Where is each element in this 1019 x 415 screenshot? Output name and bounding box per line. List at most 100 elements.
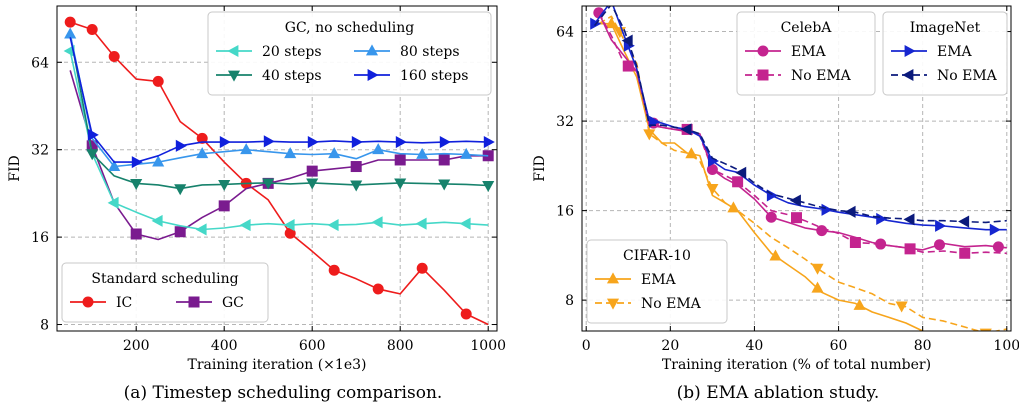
marker-cifar_ema (811, 281, 824, 293)
legend-marker (606, 272, 620, 284)
marker-s160 (439, 136, 451, 149)
legend-marker (365, 44, 379, 56)
marker-s80 (196, 147, 209, 159)
marker-s20 (371, 216, 383, 229)
marker-s80 (152, 155, 165, 167)
caption-a: (a) Timestep scheduling comparison. (123, 383, 443, 403)
marker-cifar_noema (706, 184, 719, 196)
marker-cifar_ema (769, 249, 782, 261)
marker-s40 (306, 178, 319, 190)
marker-s160 (219, 136, 231, 149)
marker-imnet_noema (680, 123, 692, 136)
marker-celeb_ema (816, 225, 828, 237)
marker-celeb_noema (791, 212, 802, 224)
marker-celeb_ema (934, 239, 945, 251)
marker-ic (328, 264, 340, 276)
series-line-cifar_noema (598, 15, 1007, 331)
legend-marker (188, 296, 200, 308)
marker-s160 (483, 136, 495, 149)
marker-imnet_noema (958, 215, 970, 228)
series-line-s80 (69, 33, 489, 168)
marker-cifar_noema (979, 328, 992, 331)
marker-imnet_noema (903, 213, 915, 226)
marker-s160 (87, 128, 99, 141)
marker-gc (350, 161, 362, 173)
marker-imnet_noema (789, 194, 801, 207)
marker-s40 (174, 184, 187, 196)
marker-s40 (394, 178, 407, 190)
marker-s40 (218, 180, 231, 192)
marker-s80 (460, 147, 473, 159)
x-axis-label: Training iteration (×1e3) (188, 357, 367, 373)
marker-cifar_noema (811, 263, 824, 275)
legend-1: ImageNet EMA No EMA (882, 11, 1008, 96)
marker-gc (130, 228, 142, 240)
legend-title: CelebA (781, 20, 833, 36)
marker-s160 (175, 139, 187, 152)
legend-label: EMA (641, 272, 677, 288)
legend-marker (367, 68, 379, 82)
marker-s80 (416, 147, 429, 159)
legend-1: Standard scheduling IC GC (61, 262, 269, 323)
marker-imnet_noema (844, 205, 856, 218)
marker-s160 (307, 136, 319, 149)
legend-title: ImageNet (910, 20, 981, 36)
legend-2: CIFAR-10 EMA No EMA (586, 239, 728, 324)
x-tick-label: 100 (993, 338, 1019, 354)
x-tick-label: 40 (746, 338, 764, 354)
marker-celeb_noema (732, 176, 744, 188)
y-tick-label: 16 (31, 230, 49, 246)
marker-s20 (415, 217, 427, 230)
marker-s40 (130, 178, 143, 190)
marker-s40 (86, 149, 99, 161)
y-tick-label: 16 (556, 204, 574, 220)
marker-ic (152, 75, 164, 87)
x-tick-label: 80 (914, 338, 932, 354)
marker-s160 (395, 136, 407, 149)
series-group (590, 6, 1007, 331)
legend-marker (902, 68, 914, 82)
marker-s80 (284, 147, 297, 159)
x-tick-label: 1000 (470, 338, 506, 354)
marker-celeb_noema (622, 60, 634, 72)
legend-marker (227, 70, 241, 82)
legend-box (61, 262, 269, 323)
x-tick-label: 20 (661, 338, 679, 354)
marker-imnet_ema (821, 203, 833, 216)
marker-celeb_noema (904, 243, 916, 255)
legend-label: EMA (937, 44, 973, 60)
marker-s20 (151, 214, 163, 227)
marker-imnet_ema (766, 189, 778, 202)
marker-imnet_noema (621, 34, 633, 47)
marker-s20 (283, 219, 295, 232)
series-line-celeb_noema (598, 12, 1007, 255)
chart-1: 0 20 40 60 80 100 8 16 32 64 Training iteration (%… (532, 5, 1019, 373)
marker-celeb_noema (849, 236, 861, 248)
legend-marker (227, 44, 239, 58)
marker-s80 (108, 159, 121, 171)
legend-label: EMA (791, 44, 827, 60)
marker-cifar_ema (853, 298, 866, 310)
legend-label: 160 steps (400, 68, 468, 84)
y-axis-label: FID (532, 155, 548, 181)
y-tick-label: 32 (31, 143, 49, 159)
legend-label: IC (116, 295, 132, 311)
marker-s80 (328, 147, 341, 159)
marker-imnet_ema (989, 223, 1001, 236)
legend-marker (757, 69, 769, 81)
marker-ic (86, 23, 98, 35)
legend-marker (82, 296, 94, 308)
marker-s40 (350, 180, 363, 192)
marker-s80 (240, 143, 253, 155)
legend-title: CIFAR-10 (623, 248, 691, 264)
y-tick-label: 8 (40, 318, 49, 334)
marker-s40 (262, 178, 275, 190)
marker-s20 (459, 217, 471, 230)
legend-title: Standard scheduling (91, 271, 238, 287)
series-line-s40 (69, 33, 489, 190)
x-tick-label: 400 (211, 338, 238, 354)
marker-celeb_ema (765, 211, 777, 223)
marker-ic (372, 283, 384, 295)
legend-label: No EMA (641, 296, 702, 312)
